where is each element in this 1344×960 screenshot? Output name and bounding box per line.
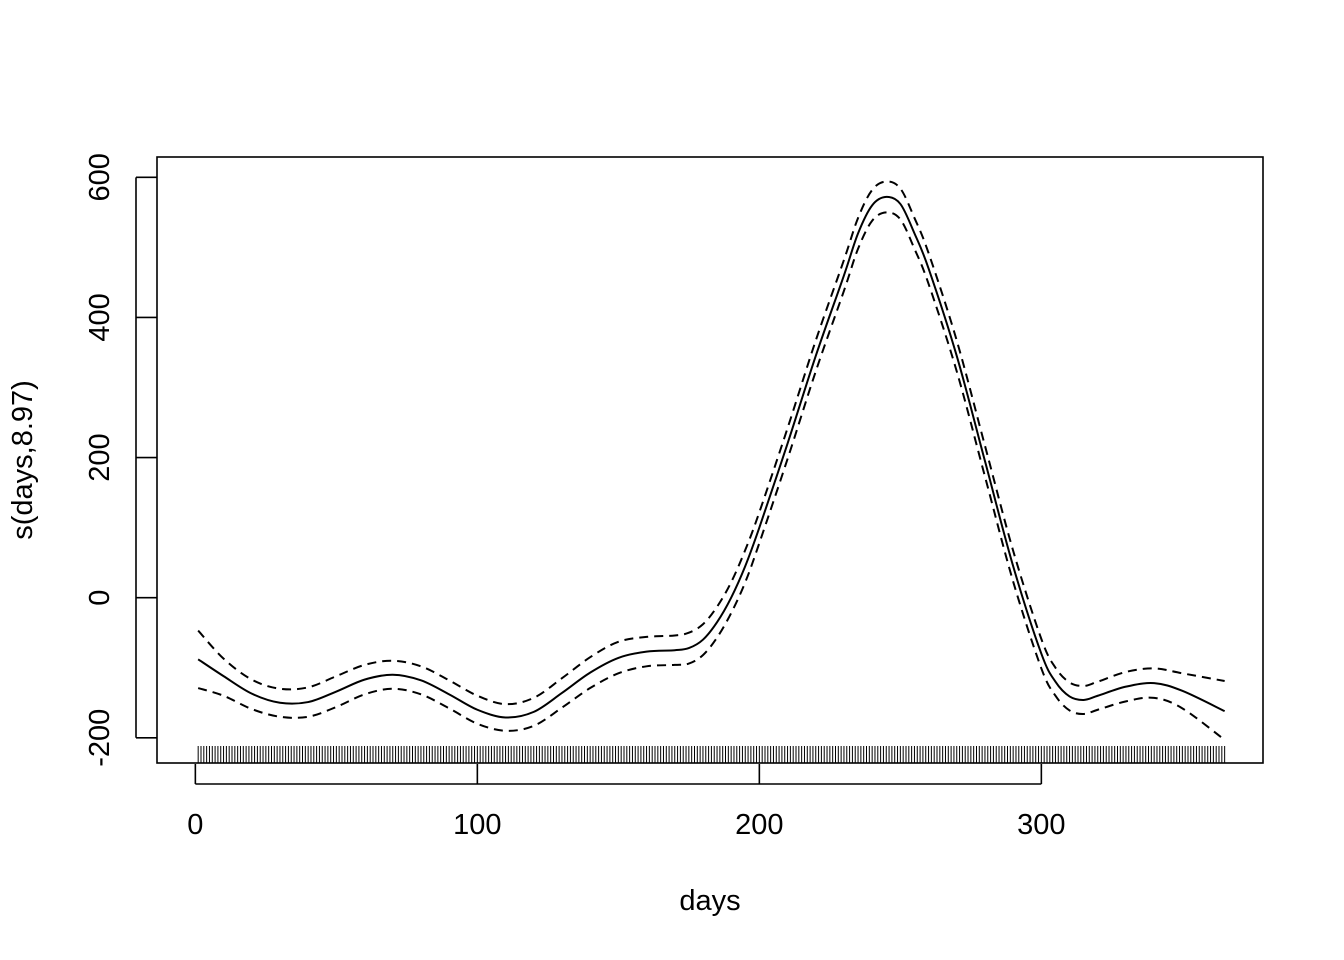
smooth-fit-line <box>197 195 1226 719</box>
y-tick-label: -200 <box>84 709 116 767</box>
x-tick-label: 100 <box>453 809 501 841</box>
y-axis-title: s(days,8.97) <box>7 380 39 540</box>
x-axis-title: days <box>679 885 740 917</box>
y-tick-label: 400 <box>84 293 116 341</box>
plot-frame <box>156 156 1264 764</box>
y-tick-label: 600 <box>84 153 116 201</box>
y-tick-label: 200 <box>84 433 116 481</box>
confidence-lower-line <box>197 211 1226 741</box>
y-axis: -200 0 200 400 600 <box>84 153 157 767</box>
x-axis: 0 100 200 300 <box>187 764 1066 841</box>
x-tick-label: 200 <box>735 809 783 841</box>
confidence-upper-line <box>197 180 1225 706</box>
x-tick-label: 300 <box>1017 809 1065 841</box>
x-tick-label: 0 <box>187 809 203 841</box>
rug-marks <box>197 746 1226 763</box>
y-tick-label: 0 <box>84 590 116 606</box>
series-lines <box>197 180 1226 741</box>
